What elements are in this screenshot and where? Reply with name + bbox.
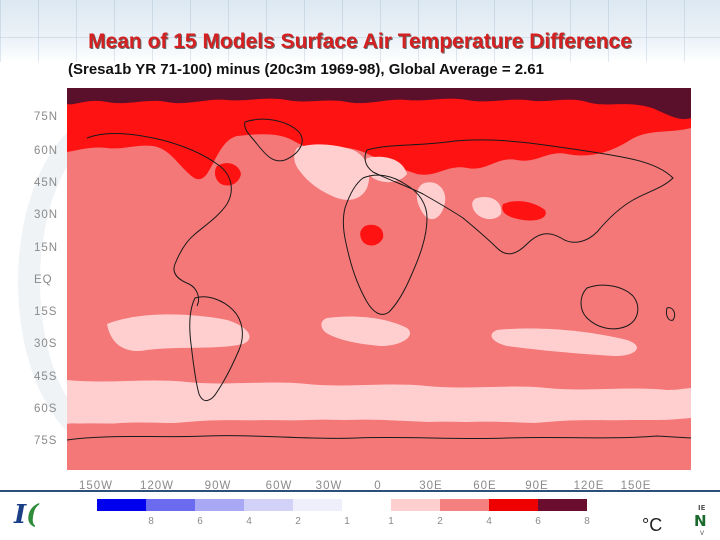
legend-tick-pos-8: 8 (584, 516, 590, 527)
slide-title: Mean of 15 Models Surface Air Temperatur… (88, 30, 632, 53)
footer-divider (0, 490, 720, 492)
south-indian-light-patch (491, 328, 637, 356)
south-pacific-light-patch (107, 314, 250, 351)
lat-label-30n: 30N (34, 209, 59, 221)
lat-label-75n: 75N (34, 111, 59, 123)
lat-label-15n: 15N (34, 242, 59, 254)
lon-label-150w: 150W (78, 480, 114, 492)
antarctic-warming-region (67, 418, 691, 470)
legend-tick-pos-2: 2 (437, 516, 443, 527)
legend-swatch-2 (195, 499, 244, 511)
eurasia-coast (364, 139, 674, 255)
legend-swatch-7 (440, 499, 489, 511)
south-america-coast (189, 296, 243, 401)
lon-label-30w: 30W (315, 480, 343, 492)
legend-tick-neg-6: 6 (197, 516, 203, 527)
temperature-map (67, 88, 691, 470)
coastline-outlines (67, 118, 691, 441)
legend-swatch-9 (538, 499, 587, 511)
lat-label-75s: 75S (34, 435, 58, 447)
lat-label-60s: 60S (34, 403, 58, 415)
australia-coast (580, 284, 639, 330)
lat-label-45n: 45N (34, 177, 59, 189)
south-atlantic-light-patch (321, 316, 411, 346)
legend-swatch-8 (489, 499, 538, 511)
legend-tick-pos-6: 6 (535, 516, 541, 527)
lon-label-150e: 150E (620, 480, 652, 492)
legend-swatch-5 (342, 499, 391, 511)
central-asia-hotspot (502, 201, 546, 221)
mediterranean-light-patch (416, 182, 446, 220)
legend-tick-neg-8: 8 (148, 516, 154, 527)
north-atlantic-cool-patch (294, 144, 370, 200)
legend-swatch-6 (391, 499, 440, 511)
legend-swatch-3 (244, 499, 293, 511)
slide-subtitle: (Sresa1b YR 71-100) minus (20c3m 1969-98… (68, 61, 544, 78)
lat-label-60n: 60N (34, 145, 59, 157)
lon-label-120e: 120E (573, 480, 605, 492)
legend-tick-pos-4: 4 (486, 516, 492, 527)
legend-swatch-4 (293, 499, 342, 511)
polar-cap-region (67, 88, 691, 120)
north-america-coast (86, 133, 232, 307)
lat-label-45s: 45S (34, 371, 58, 383)
lon-label-90e: 90E (525, 480, 549, 492)
header-grid-decoration (0, 0, 720, 62)
legend-swatch-1 (146, 499, 195, 511)
greenland-coast (244, 118, 303, 162)
lon-label-90w: 90W (204, 480, 232, 492)
lat-label-30s: 30S (34, 338, 58, 350)
legend-tick-neg-2: 2 (295, 516, 301, 527)
left-logo: I( (14, 500, 39, 530)
africa-coast (342, 174, 428, 315)
legend-unit: °C (642, 515, 663, 535)
central-asia-light-patch (472, 196, 502, 220)
southern-ocean-cool-band (67, 380, 691, 425)
legend-tick-neg-1: 1 (344, 516, 350, 527)
lon-label-0: 0 (374, 480, 382, 492)
antarctica-coast (67, 435, 691, 441)
arctic-warming-region (67, 88, 691, 180)
lat-label-15s: 15S (34, 306, 58, 318)
lon-label-30e: 30E (419, 480, 443, 492)
header-band (0, 0, 720, 62)
legend-swatch-0 (97, 499, 146, 511)
right-logo: IE N V (694, 504, 707, 537)
lon-label-60e: 60E (473, 480, 497, 492)
north-america-hotspot (214, 163, 241, 186)
legend-tick-pos-1: 1 (388, 516, 394, 527)
lon-label-60w: 60W (265, 480, 293, 492)
sahara-hotspot (360, 224, 384, 246)
europe-light-patch (365, 156, 407, 183)
legend-tick-neg-4: 4 (246, 516, 252, 527)
lat-label-eq: EQ (34, 274, 53, 286)
new-zealand-coast (666, 307, 676, 321)
lon-label-120w: 120W (139, 480, 175, 492)
